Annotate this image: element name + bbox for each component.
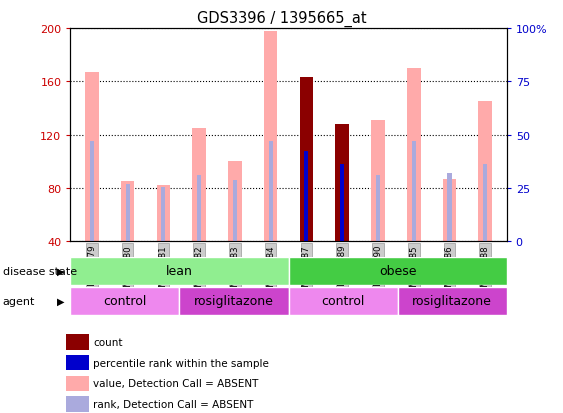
Text: lean: lean	[166, 264, 193, 278]
Text: obese: obese	[379, 264, 417, 278]
Bar	[407, 69, 421, 242]
Bar	[233, 180, 237, 242]
Bar	[197, 175, 201, 242]
Bar	[228, 162, 242, 242]
Bar	[157, 186, 170, 242]
Bar	[412, 142, 415, 242]
Text: rosiglitazone: rosiglitazone	[194, 294, 274, 308]
Text: control: control	[103, 294, 146, 308]
Text: disease state: disease state	[3, 266, 77, 276]
Bar	[180, 287, 289, 315]
Text: ▶: ▶	[57, 296, 65, 306]
Bar	[121, 182, 135, 242]
Text: control: control	[321, 294, 365, 308]
Text: percentile rank within the sample: percentile rank within the sample	[93, 358, 269, 368]
Bar	[264, 31, 278, 242]
Text: rank, Detection Call = ABSENT: rank, Detection Call = ABSENT	[93, 399, 254, 409]
Bar	[483, 164, 488, 242]
Text: rosiglitazone: rosiglitazone	[412, 294, 492, 308]
Bar	[126, 185, 129, 242]
Bar	[193, 128, 206, 242]
Bar	[66, 334, 88, 350]
Bar	[443, 179, 456, 242]
Bar	[289, 287, 397, 315]
Bar	[300, 78, 313, 242]
Bar	[66, 376, 88, 392]
Bar	[66, 355, 88, 370]
Bar	[371, 121, 385, 242]
Bar	[300, 78, 313, 242]
Bar	[376, 175, 380, 242]
Bar	[70, 257, 289, 285]
Bar	[85, 73, 99, 242]
Bar	[70, 287, 180, 315]
Bar	[340, 164, 344, 242]
Bar	[340, 164, 344, 242]
Text: GDS3396 / 1395665_at: GDS3396 / 1395665_at	[196, 10, 367, 26]
Bar	[305, 151, 309, 242]
Bar	[305, 151, 309, 242]
Bar	[289, 257, 507, 285]
Bar	[448, 174, 452, 242]
Bar	[269, 142, 272, 242]
Text: value, Detection Call = ABSENT: value, Detection Call = ABSENT	[93, 379, 259, 389]
Bar	[336, 125, 349, 242]
Bar	[66, 396, 88, 412]
Text: count: count	[93, 337, 123, 347]
Bar	[479, 102, 492, 242]
Text: agent: agent	[3, 296, 35, 306]
Bar	[90, 142, 94, 242]
Bar	[162, 187, 166, 242]
Bar	[397, 287, 507, 315]
Text: ▶: ▶	[57, 266, 65, 276]
Bar	[336, 125, 349, 242]
